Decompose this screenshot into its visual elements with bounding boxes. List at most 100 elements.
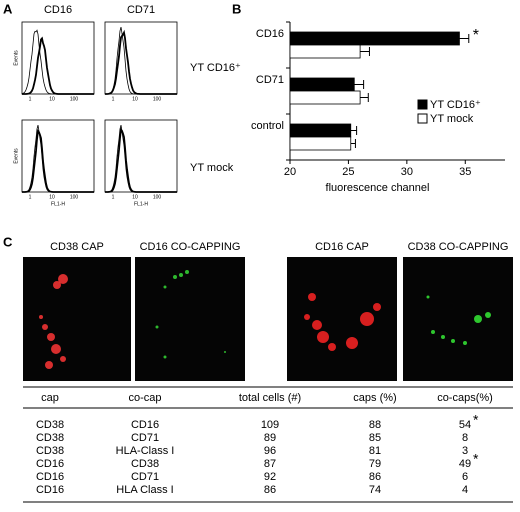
- table-cell: HLA Class I: [116, 484, 173, 496]
- table-cell: CD16: [131, 419, 159, 431]
- table-cell: 109: [261, 419, 279, 431]
- stained-cap: [51, 344, 61, 354]
- micrograph: [287, 257, 397, 381]
- legend-label: YT mock: [430, 113, 474, 125]
- histogram-tick: 1: [29, 96, 32, 102]
- x-axis-label: FL1-H: [51, 201, 65, 207]
- image-title: CD16 CO-CAPPING: [140, 241, 241, 253]
- x-tick-label: 30: [401, 166, 413, 178]
- panel-label: B: [232, 1, 241, 16]
- image-title: CD38 CO-CAPPING: [408, 241, 509, 253]
- row-label: YT CD16⁺: [190, 62, 241, 74]
- table-cell: CD71: [131, 432, 159, 444]
- annotation: *: [473, 27, 479, 44]
- table-header: cap: [41, 392, 59, 404]
- table-cell: 49: [459, 458, 471, 470]
- stained-cap: [441, 335, 445, 339]
- table-note: *: [473, 451, 479, 467]
- table-cell: CD38: [36, 445, 64, 457]
- table-header: co-caps(%): [437, 392, 493, 404]
- stained-cap: [474, 315, 482, 323]
- stained-cap: [163, 355, 167, 359]
- histogram-curve: [105, 29, 177, 95]
- table-cell: 74: [369, 484, 381, 496]
- y-tick-label: CD16: [256, 28, 284, 40]
- y-axis-label: Events: [13, 50, 19, 66]
- table-cell: 92: [264, 471, 276, 483]
- table-cell: 85: [369, 432, 381, 444]
- stained-cap: [155, 325, 159, 329]
- micrograph: [403, 257, 513, 381]
- stained-cap: [179, 273, 183, 277]
- table-cell: CD16: [36, 458, 64, 470]
- micrograph: [135, 257, 245, 381]
- stained-cap: [185, 270, 189, 274]
- histogram-tick: 10: [132, 96, 138, 102]
- histogram-tick: 1: [112, 194, 115, 200]
- stained-cap: [328, 343, 336, 351]
- table-cell: 3: [462, 445, 468, 457]
- table-cell: 79: [369, 458, 381, 470]
- bar: [289, 31, 460, 46]
- table-header: total cells (#): [239, 392, 301, 404]
- table-cell: 6: [462, 471, 468, 483]
- bar: [289, 136, 352, 151]
- error-bar: [360, 93, 369, 102]
- stained-cap: [39, 315, 43, 319]
- stained-cap: [317, 331, 329, 343]
- column-title: CD16: [44, 4, 72, 16]
- stained-cap: [304, 314, 310, 320]
- table-cell: CD38: [36, 419, 64, 431]
- histogram-tick: 100: [70, 96, 79, 102]
- table-cell: CD71: [131, 471, 159, 483]
- bar: [289, 44, 361, 59]
- y-tick-label: CD71: [256, 74, 284, 86]
- histogram-curve: [21, 29, 94, 95]
- stained-cap: [312, 320, 322, 330]
- image-title: CD38 CAP: [50, 241, 104, 253]
- error-bar: [354, 80, 365, 89]
- table-cell: CD16: [36, 484, 64, 496]
- error-bar: [350, 139, 356, 148]
- table-cell: 86: [369, 471, 381, 483]
- stained-cap: [163, 285, 167, 289]
- histogram-tick: 10: [49, 194, 55, 200]
- error-bar: [350, 126, 358, 135]
- stained-cap: [485, 312, 491, 318]
- stained-cap: [360, 312, 374, 326]
- histogram-tick: 1: [112, 96, 115, 102]
- histogram-tick: 10: [132, 194, 138, 200]
- stained-cap: [451, 339, 455, 343]
- stained-cap: [45, 361, 53, 369]
- table-cell: HLA-Class I: [116, 445, 175, 457]
- bar: [289, 123, 352, 138]
- bar: [289, 90, 361, 105]
- histogram-curve: [22, 36, 94, 95]
- image-title: CD16 CAP: [315, 241, 369, 253]
- stained-cap: [426, 295, 430, 299]
- x-axis-label: fluorescence channel: [326, 182, 430, 194]
- stained-cap: [224, 351, 226, 353]
- stained-cap: [60, 356, 66, 362]
- stained-cap: [47, 333, 55, 341]
- table-cell: CD38: [36, 432, 64, 444]
- table-cell: 54: [459, 419, 471, 431]
- table-cell: 87: [264, 458, 276, 470]
- stained-cap: [42, 324, 48, 330]
- table-cell: 96: [264, 445, 276, 457]
- stained-cap: [53, 281, 61, 289]
- histogram-tick: 100: [153, 96, 162, 102]
- histogram-tick: 1: [29, 194, 32, 200]
- x-tick-label: 35: [459, 166, 471, 178]
- table-cell: 81: [369, 445, 381, 457]
- histogram-tick: 100: [70, 194, 79, 200]
- table-cell: 4: [462, 484, 468, 496]
- table-cell: 8: [462, 432, 468, 444]
- table-header: co-cap: [128, 392, 161, 404]
- micrograph: [23, 257, 131, 381]
- stained-cap: [431, 330, 435, 334]
- legend-label: YT CD16⁺: [430, 99, 481, 111]
- panel-label: A: [3, 1, 13, 16]
- error-bar: [360, 47, 370, 56]
